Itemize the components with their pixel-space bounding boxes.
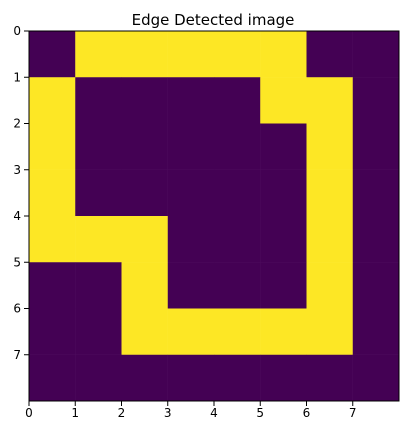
heatmap-cell-r6-c4 bbox=[214, 308, 261, 355]
heatmap-cell-r0-c1 bbox=[75, 31, 122, 78]
heatmap-cell-r1-c3 bbox=[167, 77, 215, 124]
x-tick-label-7: 7 bbox=[349, 406, 357, 420]
heatmap-cell-r4-c1 bbox=[75, 216, 122, 263]
heatmap-cell-r4-c7 bbox=[352, 216, 400, 263]
heatmap-cell-r5-c1 bbox=[75, 262, 122, 309]
heatmap-cell-r3-c0 bbox=[29, 169, 76, 217]
heatmap-cell-r3-c4 bbox=[214, 169, 261, 217]
heatmap-cell-r0-c4 bbox=[214, 31, 261, 78]
heatmap-cell-r1-c5 bbox=[260, 77, 307, 124]
heatmap-cell-r3-c1 bbox=[75, 169, 122, 217]
x-axis: 0 1 2 3 4 5 6 7 bbox=[25, 401, 357, 420]
x-tick-label-2: 2 bbox=[118, 406, 126, 420]
y-tick-label-4: 4 bbox=[13, 209, 21, 223]
heatmap-cell-r1-c7 bbox=[352, 77, 400, 124]
heatmap-cell-r7-c7 bbox=[352, 354, 400, 402]
y-tick-label-7: 7 bbox=[13, 348, 21, 362]
heatmap-cell-r2-c0 bbox=[29, 123, 76, 170]
heatmap-cell-r1-c1 bbox=[75, 77, 122, 124]
heatmap-cell-r4-c5 bbox=[260, 216, 307, 263]
heatmap-cell-r6-c2 bbox=[121, 308, 168, 355]
heatmap-cell-r1-c6 bbox=[306, 77, 353, 124]
heatmap-cell-r1-c2 bbox=[121, 77, 168, 124]
heatmap-cell-r4-c4 bbox=[214, 216, 261, 263]
y-tick-label-1: 1 bbox=[13, 70, 21, 84]
heatmap-cell-r5-c0 bbox=[29, 262, 76, 309]
heatmap-cell-r5-c2 bbox=[121, 262, 168, 309]
heatmap-cell-r5-c6 bbox=[306, 262, 353, 309]
heatmap-cell-r5-c7 bbox=[352, 262, 400, 309]
heatmap-cell-r0-c5 bbox=[260, 31, 307, 78]
heatmap-cell-r6-c6 bbox=[306, 308, 353, 355]
heatmap-cell-r7-c6 bbox=[306, 354, 353, 402]
y-tick-label-6: 6 bbox=[13, 302, 21, 316]
heatmap-cell-r0-c3 bbox=[167, 31, 215, 78]
heatmap-cell-r6-c0 bbox=[29, 308, 76, 355]
heatmap-cell-r4-c6 bbox=[306, 216, 353, 263]
heatmap-cell-r6-c7 bbox=[352, 308, 400, 355]
heatmap-cell-r3-c3 bbox=[167, 169, 215, 217]
heatmap-cell-r4-c0 bbox=[29, 216, 76, 263]
chart-title: Edge Detected image bbox=[132, 11, 295, 29]
heatmap-cell-r2-c3 bbox=[167, 123, 215, 170]
heatmap-cell-r5-c5 bbox=[260, 262, 307, 309]
heatmap-cell-r6-c3 bbox=[167, 308, 215, 355]
heatmap-cell-r2-c4 bbox=[214, 123, 261, 170]
heatmap-cell-r0-c0 bbox=[29, 31, 76, 78]
heatmap-cell-r4-c2 bbox=[121, 216, 168, 263]
heatmap-cell-r7-c4 bbox=[214, 354, 261, 402]
heatmap-cell-r2-c5 bbox=[260, 123, 307, 170]
heatmap-cell-r2-c6 bbox=[306, 123, 353, 170]
heatmap-cell-r2-c2 bbox=[121, 123, 168, 170]
x-tick-label-0: 0 bbox=[25, 406, 33, 420]
heatmap-cell-r7-c0 bbox=[29, 354, 76, 402]
y-tick-label-3: 3 bbox=[13, 163, 21, 177]
heatmap-cells bbox=[29, 31, 400, 402]
heatmap-cell-r0-c6 bbox=[306, 31, 353, 78]
heatmap-cell-r3-c7 bbox=[352, 169, 400, 217]
y-tick-label-2: 2 bbox=[13, 117, 21, 131]
heatmap-cell-r5-c3 bbox=[167, 262, 215, 309]
heatmap-cell-r7-c2 bbox=[121, 354, 168, 402]
heatmap-cell-r1-c4 bbox=[214, 77, 261, 124]
heatmap-cell-r3-c6 bbox=[306, 169, 353, 217]
heatmap-cell-r2-c1 bbox=[75, 123, 122, 170]
heatmap-cell-r0-c2 bbox=[121, 31, 168, 78]
heatmap-cell-r0-c7 bbox=[352, 31, 400, 78]
heatmap-cell-r6-c1 bbox=[75, 308, 122, 355]
x-tick-label-5: 5 bbox=[256, 406, 264, 420]
y-tick-label-5: 5 bbox=[13, 255, 21, 269]
heatmap-cell-r5-c4 bbox=[214, 262, 261, 309]
x-tick-label-1: 1 bbox=[71, 406, 79, 420]
x-tick-label-6: 6 bbox=[303, 406, 311, 420]
x-tick-label-3: 3 bbox=[164, 406, 172, 420]
heatmap-cell-r7-c3 bbox=[167, 354, 215, 402]
heatmap-cell-r1-c0 bbox=[29, 77, 76, 124]
heatmap-cell-r6-c5 bbox=[260, 308, 307, 355]
heatmap-cell-r3-c2 bbox=[121, 169, 168, 217]
x-tick-label-4: 4 bbox=[210, 406, 218, 420]
heatmap-cell-r7-c1 bbox=[75, 354, 122, 402]
heatmap-cell-r7-c5 bbox=[260, 354, 307, 402]
heatmap-cell-r4-c3 bbox=[167, 216, 215, 263]
heatmap-cell-r3-c5 bbox=[260, 169, 307, 217]
y-tick-label-0: 0 bbox=[13, 24, 21, 38]
y-axis: 0 1 2 3 4 5 6 7 bbox=[13, 24, 29, 362]
heatmap-cell-r2-c7 bbox=[352, 123, 400, 170]
